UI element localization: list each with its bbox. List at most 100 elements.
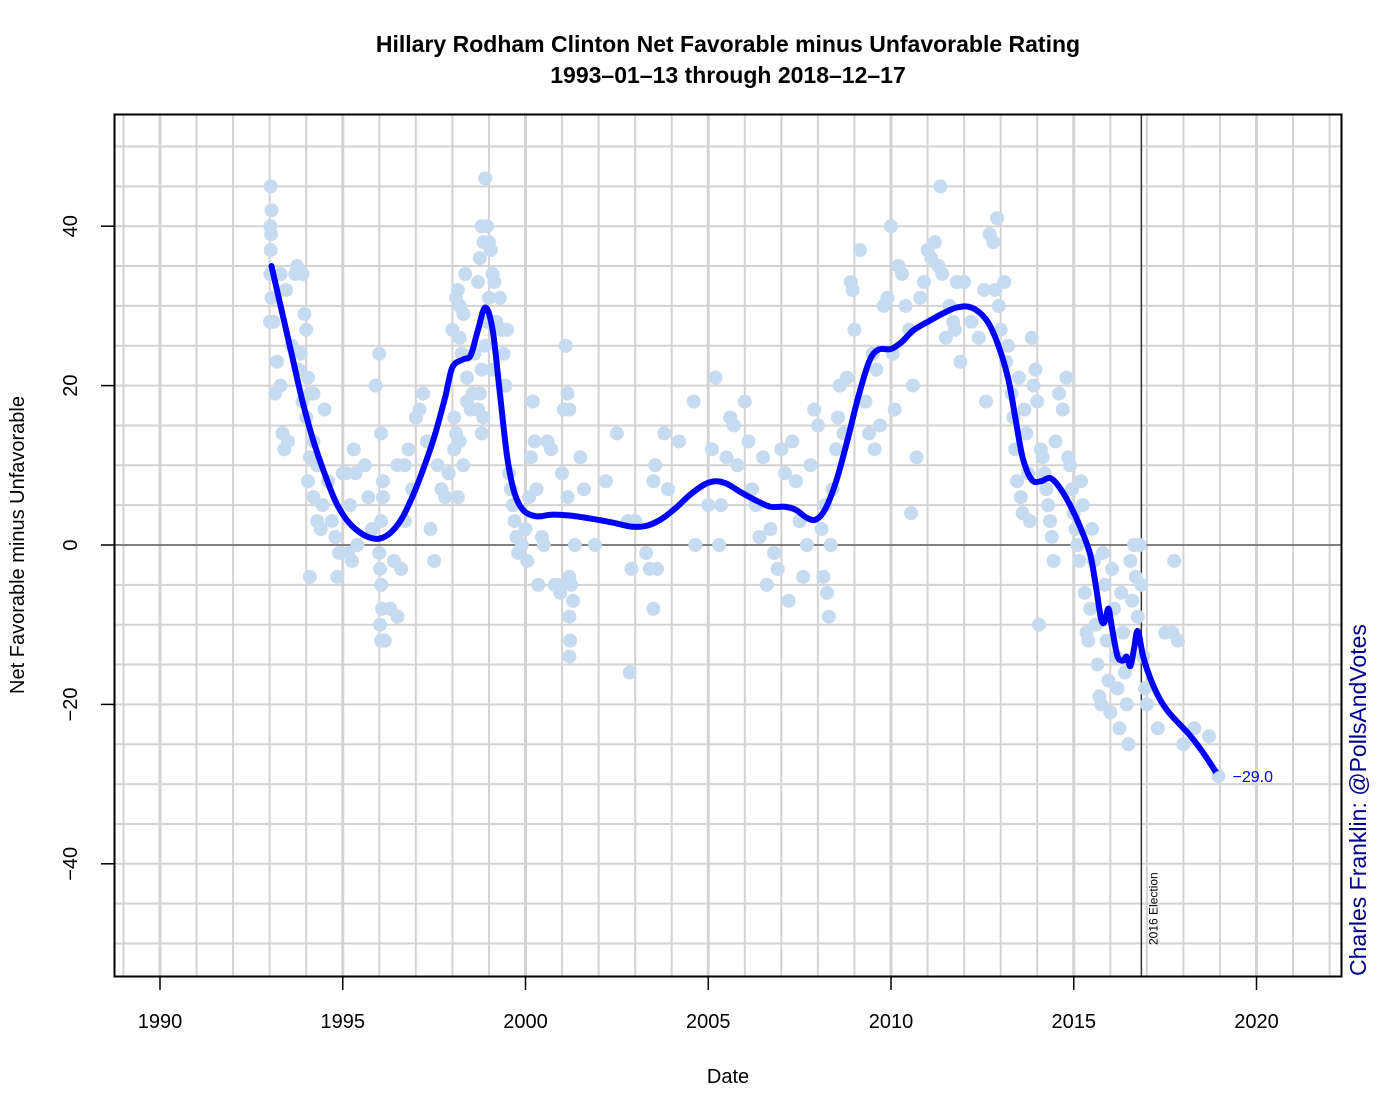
poll-point xyxy=(622,665,637,680)
poll-point xyxy=(852,243,867,258)
poll-point xyxy=(518,522,533,537)
poll-point xyxy=(898,298,913,313)
y-tick-label: 40 xyxy=(60,215,82,237)
poll-point xyxy=(933,179,948,194)
poll-point xyxy=(947,322,962,337)
poll-point xyxy=(1010,474,1025,489)
poll-point xyxy=(752,530,767,545)
poll-point xyxy=(487,274,502,289)
poll-point xyxy=(1064,482,1079,497)
poll-point xyxy=(290,259,305,274)
poll-point xyxy=(1201,729,1216,744)
x-tick-label: 2020 xyxy=(1234,1011,1279,1033)
poll-point xyxy=(1112,721,1127,736)
poll-point xyxy=(397,458,412,473)
poll-point xyxy=(759,577,774,592)
poll-point xyxy=(858,394,873,409)
poll-point xyxy=(1032,617,1047,632)
poll-point xyxy=(869,362,884,377)
poll-point xyxy=(704,442,719,457)
poll-point xyxy=(470,274,485,289)
poll-point xyxy=(840,370,855,385)
poll-point xyxy=(977,282,992,297)
poll-point xyxy=(986,235,1001,250)
poll-point xyxy=(264,203,279,218)
poll-point xyxy=(730,458,745,473)
poll-point xyxy=(427,553,442,568)
poll-point xyxy=(1024,330,1039,345)
poll-point xyxy=(887,402,902,417)
poll-point xyxy=(374,577,389,592)
poll-point xyxy=(845,282,860,297)
poll-point xyxy=(525,394,540,409)
poll-point xyxy=(927,235,942,250)
poll-point xyxy=(1075,498,1090,513)
poll-point xyxy=(474,426,489,441)
poll-point xyxy=(344,553,359,568)
credit-label: Charles Franklin: @PollsAndVotes xyxy=(1345,624,1371,976)
end-point-marker xyxy=(1213,771,1224,782)
poll-point xyxy=(781,593,796,608)
poll-point xyxy=(544,442,559,457)
poll-point xyxy=(441,466,456,481)
poll-point xyxy=(562,649,577,664)
poll-point xyxy=(460,370,475,385)
poll-point xyxy=(1041,498,1056,513)
poll-point xyxy=(964,314,979,329)
poll-point xyxy=(1110,681,1125,696)
poll-point xyxy=(472,386,487,401)
poll-point xyxy=(894,267,909,282)
poll-point xyxy=(373,561,388,576)
poll-point xyxy=(566,593,581,608)
poll-point xyxy=(997,274,1012,289)
poll-point xyxy=(430,458,445,473)
poll-point xyxy=(993,322,1008,337)
poll-point xyxy=(979,394,994,409)
poll-point xyxy=(957,274,972,289)
poll-point xyxy=(386,553,401,568)
poll-point xyxy=(438,490,453,505)
poll-point xyxy=(1123,553,1138,568)
poll-point xyxy=(507,514,522,529)
poll-point xyxy=(1085,522,1100,537)
poll-point xyxy=(1046,553,1061,568)
poll-point xyxy=(1048,434,1063,449)
poll-point xyxy=(456,458,471,473)
poll-point xyxy=(767,545,782,560)
poll-point xyxy=(456,306,471,321)
poll-point xyxy=(1094,697,1109,712)
poll-point xyxy=(1042,514,1057,529)
poll-point xyxy=(814,522,829,537)
poll-point xyxy=(799,538,814,552)
poll-point xyxy=(1081,633,1096,648)
poll-point xyxy=(1083,601,1098,616)
poll-point xyxy=(263,179,278,194)
poll-point xyxy=(646,474,661,489)
poll-point xyxy=(1052,386,1067,401)
y-tick-label: 0 xyxy=(60,539,82,550)
poll-point xyxy=(639,545,654,560)
poll-points xyxy=(263,171,1226,784)
poll-point xyxy=(1059,370,1074,385)
poll-point xyxy=(661,482,676,497)
poll-point xyxy=(646,601,661,616)
poll-point xyxy=(1028,362,1043,377)
poll-point xyxy=(472,251,487,266)
poll-point xyxy=(480,219,495,234)
poll-point xyxy=(701,498,716,513)
x-tick-label: 2015 xyxy=(1052,1011,1097,1033)
poll-point xyxy=(807,402,822,417)
poll-point xyxy=(1077,585,1092,600)
end-value-label: −29.0 xyxy=(1232,769,1273,786)
poll-point xyxy=(361,490,376,505)
poll-point xyxy=(1072,553,1087,568)
poll-point xyxy=(529,482,544,497)
x-tick-label: 1995 xyxy=(321,1011,366,1033)
poll-point xyxy=(350,538,365,552)
poll-point xyxy=(862,426,877,441)
poll-point xyxy=(686,394,701,409)
poll-point xyxy=(317,402,332,417)
poll-point xyxy=(847,322,862,337)
poll-point xyxy=(536,538,551,552)
